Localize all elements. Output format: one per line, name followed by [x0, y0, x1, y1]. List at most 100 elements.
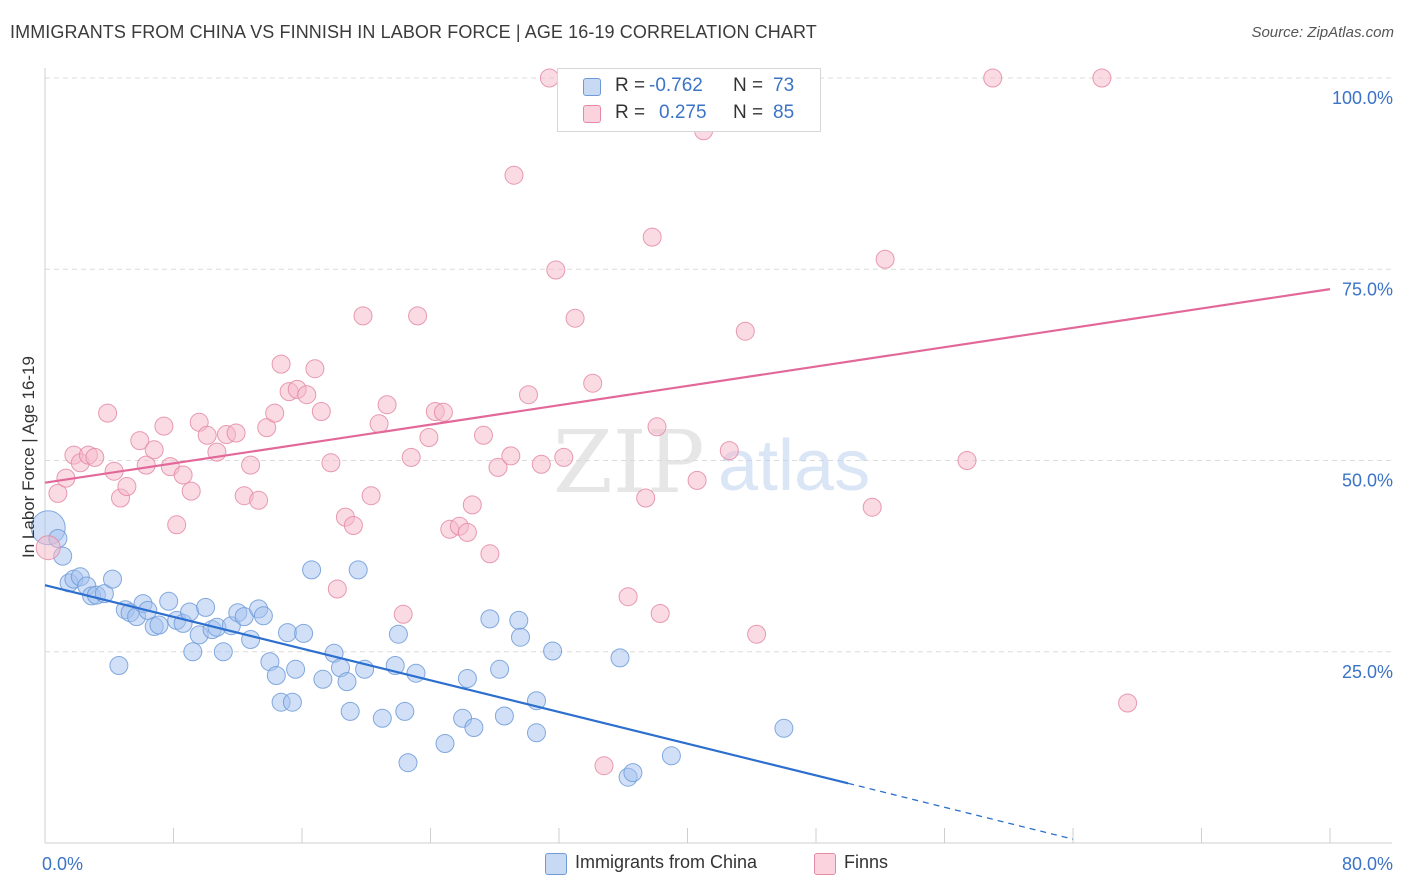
- point-china: [278, 623, 297, 643]
- point-china: [348, 560, 368, 580]
- point-finns: [862, 497, 882, 517]
- watermark-atlas: atlas: [718, 426, 870, 506]
- point-finns: [154, 416, 174, 436]
- point-china: [610, 648, 630, 668]
- axes: [44, 68, 1392, 844]
- point-china: [372, 708, 392, 728]
- legend-r-label: R =: [615, 102, 646, 123]
- point-china: [623, 763, 643, 783]
- point-finns: [519, 385, 538, 405]
- point-finns: [117, 477, 137, 496]
- point-china: [294, 623, 314, 643]
- point-china: [183, 642, 203, 662]
- point-finns: [636, 488, 656, 508]
- point-china: [337, 672, 357, 692]
- point-finns: [618, 587, 638, 607]
- point-china: [241, 630, 261, 649]
- legend-r-value: -0.762: [649, 75, 703, 96]
- point-finns: [480, 544, 500, 564]
- point-finns: [249, 490, 269, 510]
- point-china: [282, 692, 302, 712]
- x-tick-label-min: 0.0%: [42, 854, 83, 874]
- point-china: [109, 656, 129, 675]
- point-china: [494, 706, 514, 726]
- point-china: [774, 718, 794, 738]
- bottom-legend-label-finns: Finns: [844, 852, 889, 872]
- legend-n-label: N =: [733, 102, 764, 123]
- legend-r-label: R =: [615, 75, 646, 96]
- point-finns: [650, 604, 670, 623]
- point-finns: [321, 453, 341, 473]
- legend: R = -0.762 N = 73 R = 0.275 N = 85: [557, 68, 821, 132]
- point-china: [159, 591, 179, 611]
- point-finns: [1118, 693, 1138, 713]
- point-china: [398, 753, 418, 773]
- point-finns: [311, 402, 331, 421]
- point-finns: [647, 417, 667, 437]
- trend-line-finns: [44, 288, 1331, 484]
- point-finns: [226, 423, 246, 443]
- point-finns: [501, 446, 521, 466]
- point-china: [490, 659, 510, 679]
- point-china: [509, 610, 529, 630]
- point-china: [286, 659, 306, 679]
- legend-swatch-china: [583, 78, 601, 96]
- point-finns: [719, 441, 739, 461]
- point-finns: [539, 68, 559, 88]
- bottom-legend-label-china: Immigrants from China: [575, 852, 758, 872]
- legend-n-label: N =: [733, 75, 764, 96]
- point-finns: [1092, 68, 1112, 88]
- point-finns: [462, 495, 482, 515]
- point-china: [340, 701, 360, 721]
- point-finns: [85, 447, 105, 467]
- point-finns: [747, 624, 767, 644]
- point-finns: [504, 165, 524, 185]
- point-finns: [488, 457, 508, 477]
- point-finns: [327, 579, 347, 599]
- point-china: [527, 723, 546, 743]
- point-china: [266, 666, 286, 685]
- point-finns: [433, 402, 453, 422]
- point-finns: [181, 481, 201, 501]
- point-finns: [401, 447, 421, 467]
- trend-lines: [44, 288, 1331, 840]
- point-finns: [241, 455, 261, 475]
- point-china: [511, 627, 530, 647]
- point-finns: [167, 515, 187, 535]
- point-finns: [265, 403, 285, 423]
- point-finns: [419, 428, 439, 447]
- point-china: [149, 615, 169, 635]
- point-finns: [583, 373, 603, 393]
- point-finns: [271, 354, 291, 374]
- point-finns: [353, 306, 373, 326]
- bottom-legend-swatch-china: [545, 853, 567, 875]
- trend-extension-china: [847, 782, 1074, 840]
- source-credit: Source: ZipAtlas.com: [1251, 24, 1394, 41]
- point-finns: [957, 451, 977, 470]
- point-finns: [531, 454, 551, 474]
- point-finns: [457, 522, 477, 542]
- point-china: [302, 560, 322, 580]
- watermark-zip: ZIP: [553, 413, 705, 513]
- point-finns: [305, 359, 325, 379]
- y-tick-label: 75.0%: [1342, 279, 1393, 299]
- point-china: [406, 663, 426, 683]
- point-china: [103, 569, 122, 589]
- point-finns: [130, 431, 150, 451]
- point-finns: [735, 321, 755, 341]
- point-china: [543, 641, 563, 661]
- point-china: [253, 606, 273, 626]
- point-china: [213, 642, 233, 662]
- tick-labels: 25.0% 50.0% 75.0% 100.0% 0.0% 80.0%: [42, 88, 1393, 874]
- point-finns: [369, 414, 389, 434]
- legend-r-value: 0.275: [659, 102, 707, 123]
- y-tick-label: 100.0%: [1332, 88, 1393, 108]
- trend-line-china: [44, 584, 849, 785]
- legend-n-value: 73: [773, 75, 795, 96]
- point-finns: [474, 425, 493, 445]
- point-china: [464, 718, 484, 737]
- point-finns: [48, 483, 68, 503]
- point-finns: [98, 403, 118, 423]
- point-finns: [554, 447, 574, 467]
- point-finns: [343, 516, 363, 535]
